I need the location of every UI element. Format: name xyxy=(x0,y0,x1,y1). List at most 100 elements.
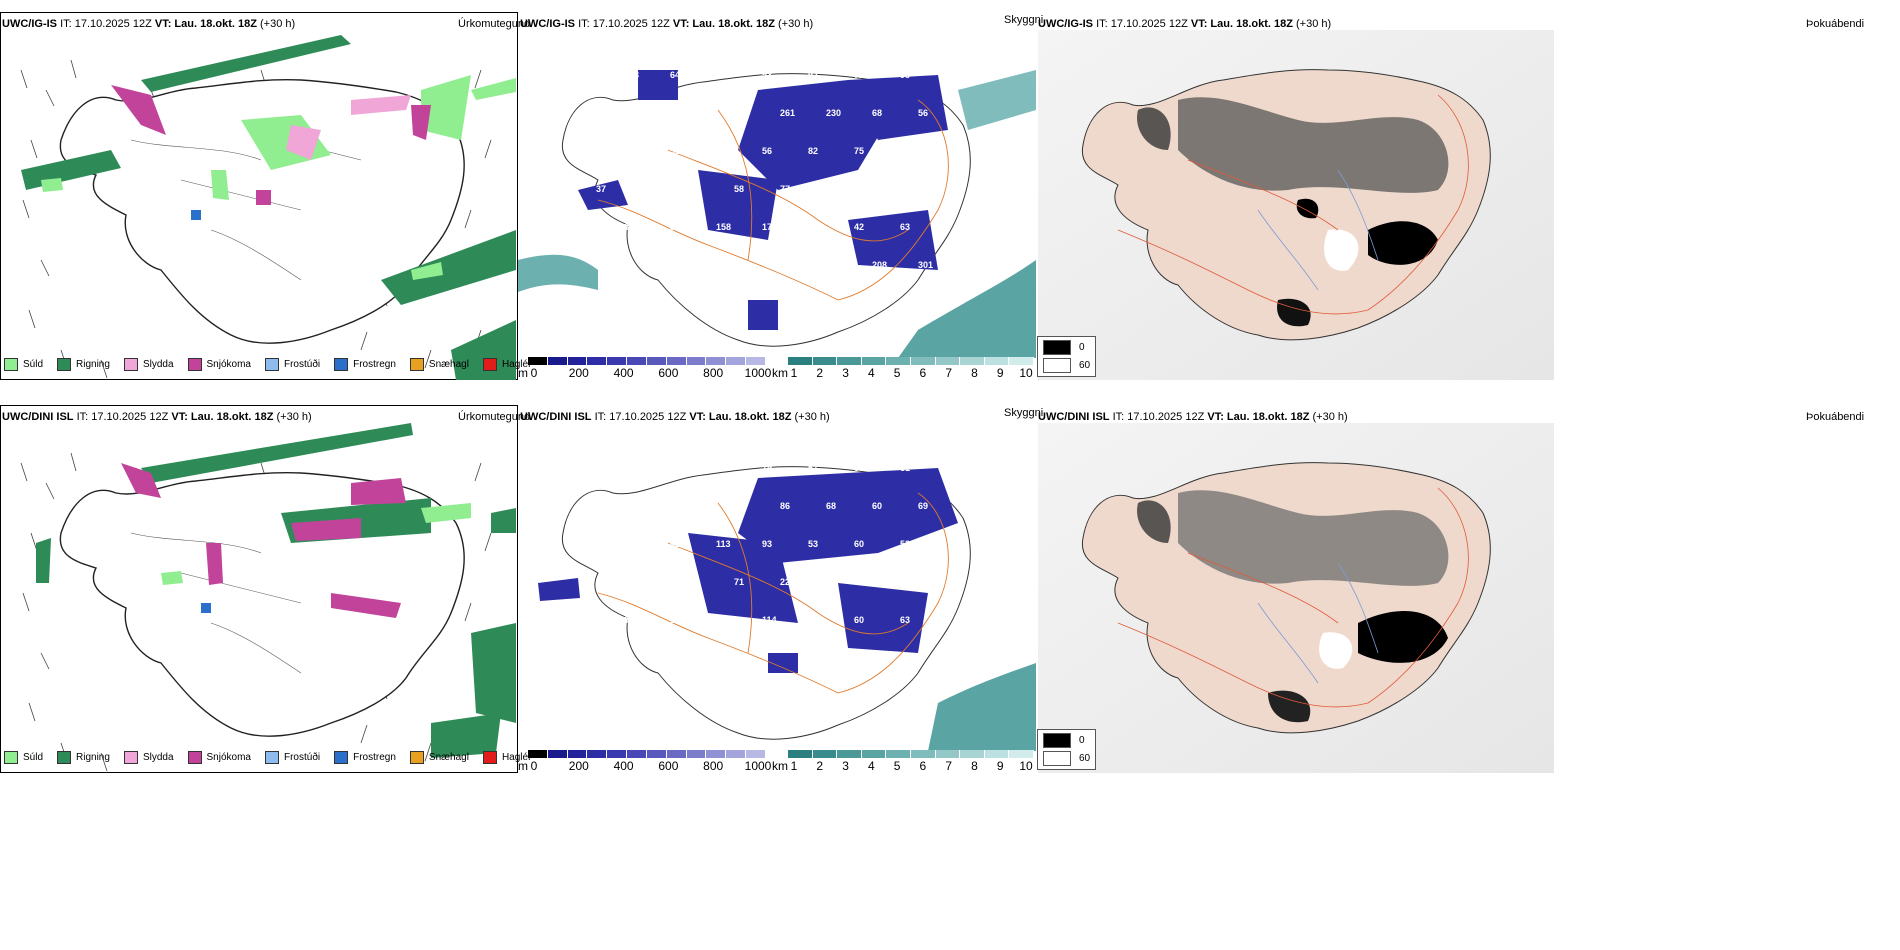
colorbar-segment xyxy=(528,357,548,365)
visibility-value-label: 113 xyxy=(716,539,731,549)
valid-time: Lau. 18.okt. 18Z xyxy=(708,411,792,423)
legend-item-sud: Súld xyxy=(4,358,43,371)
legend-label: Snæhagl xyxy=(428,359,469,370)
legend-swatch xyxy=(482,751,497,764)
visibility-value-label: 79 xyxy=(762,463,772,473)
visibility-value-label: 69 xyxy=(826,184,836,194)
visibility-value-label: 68 xyxy=(826,501,836,511)
model-name: UWC/DINI ISL xyxy=(1038,411,1110,423)
visibility-value-label: 104 xyxy=(642,184,657,194)
colorbar-segment xyxy=(746,750,766,758)
colorbar-segments xyxy=(788,357,1034,365)
visibility-value-label: 68 xyxy=(872,108,882,118)
colorbar-segment xyxy=(935,357,961,365)
panel-title-visibility: Skyggni xyxy=(1004,14,1044,26)
visibility-value-label: 93 xyxy=(624,615,634,625)
init-time: IT: 17.10.2025 12Z xyxy=(76,411,169,423)
fog-shading xyxy=(1137,97,1449,327)
fog-legend-high-label: 60 xyxy=(1079,360,1091,371)
legend-swatch xyxy=(482,358,497,371)
colorbar-segment xyxy=(567,357,588,365)
legend-item-slydda: Slydda xyxy=(123,751,174,764)
colorbar-tick-label: 6 xyxy=(919,759,927,773)
colorbar-segment xyxy=(627,750,647,758)
lead-time: (+30 h) xyxy=(778,18,814,30)
colorbar-segment xyxy=(567,750,588,758)
valid-time-prefix: VT: xyxy=(171,411,188,423)
visibility-value-label: 99 xyxy=(624,539,634,549)
colorbar-segment xyxy=(646,357,667,365)
legend-swatch xyxy=(187,751,202,764)
visibility-value-label: 48 xyxy=(642,577,652,587)
visibility-value-label: 82 xyxy=(808,146,818,156)
colorbar-segments xyxy=(528,750,766,758)
visibility-value-label: 57 xyxy=(688,577,698,587)
panel-title-fog-index: Þokuábendi xyxy=(1806,18,1865,30)
colorbar-tick-label: 800 xyxy=(703,759,724,773)
colorbar-segment xyxy=(706,750,727,758)
visibility-value-label: 50 xyxy=(854,463,864,473)
visibility-value-label: 301 xyxy=(918,260,933,270)
lead-time: (+30 h) xyxy=(260,18,296,30)
model-name: UWC/IG-IS xyxy=(2,18,57,30)
legend-item-snaehagl: Snæhagl xyxy=(409,751,469,764)
valid-time-prefix: VT: xyxy=(672,18,690,30)
colorbar-tick-label: 9 xyxy=(996,366,1004,380)
init-time: IT: 17.10.2025 12Z xyxy=(1096,18,1188,30)
fog-index-map-row1 xyxy=(1038,30,1554,380)
colorbar-tick-label: 5 xyxy=(893,366,901,380)
fog-swatch-white xyxy=(1043,751,1071,766)
legend-label: Rigning xyxy=(76,359,110,370)
init-time: IT: 17.10.2025 12Z xyxy=(60,18,152,30)
visibility-value-label: 83 xyxy=(826,260,836,270)
colorbar-segment xyxy=(910,357,936,365)
visibility-map-row1: 105 103 64 47 53 92 72 98 66 90 67 41 261 230 68 56 52 43… xyxy=(518,70,1036,358)
valid-time: Lau. 18.okt. 18Z xyxy=(190,411,274,423)
visibility-map-row2: 105 93 42 72 79 57 50 61 62 63 93 92 86 68 60 69 75 99 42 1… xyxy=(538,463,1036,751)
visibility-value-label: 143 xyxy=(688,260,703,270)
fog-legend-high: 60 xyxy=(1043,358,1090,373)
legend-item-haglel: Haglél xyxy=(482,358,530,371)
model-name: UWC/IG-IS xyxy=(1038,18,1093,30)
visibility-value-label: 261 xyxy=(780,108,795,118)
visibility-value-label: 57 xyxy=(670,222,680,232)
colorbar-tick-label: 600 xyxy=(658,759,679,773)
colorbar-tick-label: 1 xyxy=(790,759,798,773)
colorbar-segment xyxy=(837,357,862,365)
visibility-km-colorbar-row2: 1 2 3 4 5 6 7 8 9 10 xyxy=(788,750,1034,773)
colorbar-tick-label: 8 xyxy=(971,366,978,380)
legend-item-frostregn: Frostregn xyxy=(334,358,396,371)
visibility-value-label: 71 xyxy=(734,577,744,587)
visibility-value-label: 92 xyxy=(808,70,818,80)
legend-swatch xyxy=(4,358,18,371)
colorbar-segment xyxy=(686,357,707,365)
colorbar-segment xyxy=(960,750,985,758)
roads xyxy=(1117,487,1469,708)
legend-item-snjokoma: Snjókoma xyxy=(187,358,251,371)
visibility-value-label: 92 xyxy=(734,501,744,511)
colorbar-tick-label: 1 xyxy=(790,366,798,380)
visibility-labels: 105 103 64 47 53 92 72 98 66 90 67 41 261 230 68 56 52 43… xyxy=(578,70,933,308)
colorbar-segment xyxy=(861,750,887,758)
visibility-value-label: 74 xyxy=(900,146,910,156)
panel-title-visibility: Skyggni xyxy=(1004,407,1044,419)
legend-swatch xyxy=(409,358,424,371)
visibility-value-label: 42 xyxy=(670,539,680,549)
fog-legend-high: 60 xyxy=(1043,751,1090,766)
panel-header-row2-precip: UWC/DINI ISL IT: 17.10.2025 12Z VT: Lau.… xyxy=(2,411,312,423)
legend-swatch xyxy=(57,751,72,764)
fog-swatch-white xyxy=(1043,358,1071,373)
legend-label: Rigning xyxy=(76,752,110,763)
valid-time: Lau. 18.okt. 18Z xyxy=(1210,18,1293,30)
colorbar-segments xyxy=(788,750,1034,758)
colorbar-segment xyxy=(861,357,887,365)
visibility-value-label: 61 xyxy=(808,615,818,625)
colorbar-tick-label: 10 xyxy=(1019,759,1033,773)
precip-legend-row1: Súld Rigning Slydda Snjókoma Frostúði Fr… xyxy=(4,358,530,371)
rivers xyxy=(1257,562,1379,684)
colorbar-segment xyxy=(666,357,687,365)
colorbar-segment xyxy=(528,750,548,758)
colorbar-ticks: 1 2 3 4 5 6 7 8 9 10 xyxy=(788,366,1034,380)
valid-time: Lau. 18.okt. 18Z xyxy=(692,18,775,30)
visibility-value-label: 90 xyxy=(642,108,652,118)
